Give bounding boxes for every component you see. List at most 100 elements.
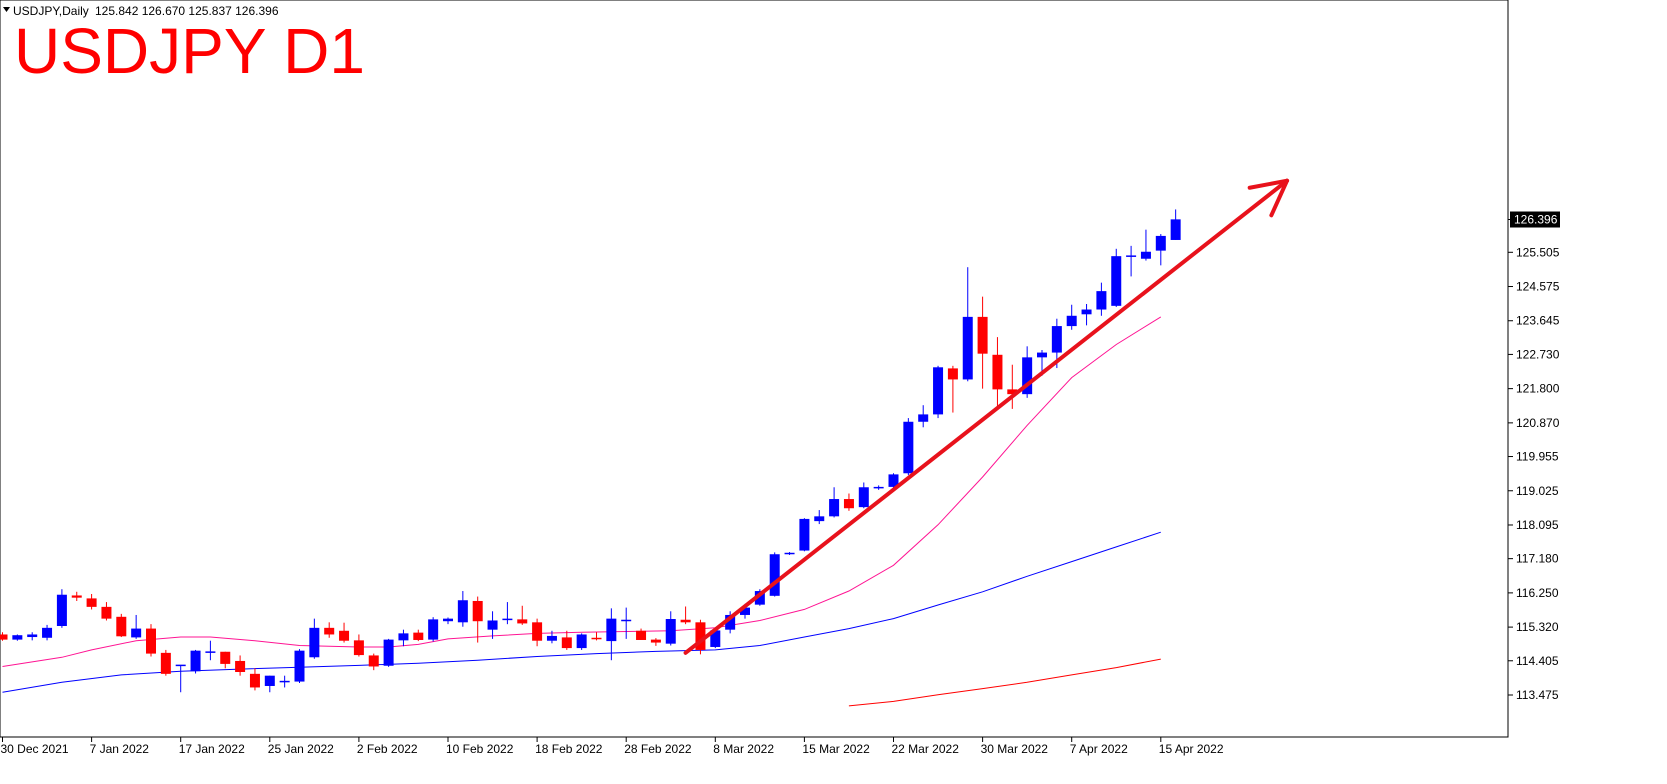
candle [12,634,23,641]
candle-body [695,622,706,650]
candle [398,629,409,647]
candle-body [472,600,483,622]
candle-body [235,660,246,672]
time-tick-label: 15 Mar 2022 [802,742,870,756]
candle [532,618,543,647]
candle [160,649,171,676]
candle [799,518,810,552]
candle [428,617,439,642]
candle [1170,209,1181,240]
candle-body [71,595,82,598]
current-price-label: 126.396 [1510,211,1560,228]
candle-body [725,614,736,630]
candle [71,591,82,601]
candle-body [947,368,958,380]
candles [0,209,1181,693]
candle-body [1051,326,1062,353]
candle-body [740,607,750,615]
candle [383,638,394,667]
candle [561,630,572,650]
candle [339,622,350,643]
candle [636,628,647,640]
overlay-title: USDJPY D1 [14,15,365,87]
candle-body [799,518,810,551]
candle-body [576,634,587,649]
candle-body [918,414,929,422]
time-tick-label: 28 Feb 2022 [624,742,692,756]
time-axis: 30 Dec 2021 7 Jan 2022 17 Jan 2022 25 Jan 2… [1,737,1224,756]
candle-body [992,354,1003,390]
time-tick-label: 30 Mar 2022 [981,742,1049,756]
header-symbol: USDJPY,Daily [13,4,89,18]
time-tick-label: 15 Apr 2022 [1159,742,1224,756]
time-tick-label: 30 Dec 2021 [1,742,69,756]
candle [769,552,780,597]
candle [101,602,112,621]
candle [27,632,38,641]
candle-body [636,630,647,640]
candle-body [532,622,543,641]
candle [517,605,528,625]
candle [264,675,275,693]
candle [294,649,305,684]
candle-body [56,594,67,626]
candle-body [383,639,394,666]
candle [443,617,453,625]
candle [680,606,691,625]
trend-arrow-shaft [683,178,1290,655]
candle [457,591,468,627]
price-tick-label: 124.575 [1516,280,1560,294]
candle-body [1096,291,1107,310]
candle [903,418,914,476]
candle-body [502,618,513,621]
candle-body [353,640,364,656]
candle [858,482,869,509]
candle [591,632,602,641]
candle-body [591,637,602,640]
candle-body [175,664,186,667]
candle [309,618,320,659]
candle [205,640,216,661]
candle-body [294,650,305,682]
candle [606,608,617,661]
svg-text:126.396: 126.396 [1514,213,1558,227]
candle-body [1170,219,1181,240]
candle [249,668,260,691]
candle-body [398,633,409,641]
candle [116,613,127,638]
candle [1081,304,1092,326]
candle-body [1007,389,1018,395]
candle [175,664,186,693]
trend-arrow-head-upper [1247,178,1290,190]
candle-body [517,619,528,624]
plot-area [0,0,1509,738]
candle-body [457,600,468,623]
time-tick-label: 17 Jan 2022 [179,742,245,756]
candle-body [546,635,557,641]
price-tick-label: 116.250 [1516,586,1559,600]
candle [56,589,67,628]
candle-body [561,637,572,649]
candle [888,473,899,489]
candle [487,611,498,639]
candle [992,337,1003,408]
price-tick-label: 118.095 [1516,518,1559,532]
candle [962,267,973,382]
candle-body [710,630,721,647]
candle [0,632,8,641]
price-axis: 113.475 114.405 115.320 116.250 117.180 118.0… [1508,219,1560,702]
candle-body [339,630,350,641]
candle [695,619,706,655]
candle-body [829,499,840,517]
candle [650,638,661,646]
candle-body [116,616,127,637]
candle-body [784,552,795,555]
time-tick-label: 7 Apr 2022 [1070,742,1128,756]
chart-header: USDJPY,Daily 125.842 126.670 125.837 126… [3,4,279,18]
trend-arrow-head-lower [1269,178,1290,218]
candle-body [977,316,988,354]
candle-body [903,421,914,474]
dropdown-triangle-icon[interactable] [3,7,10,12]
